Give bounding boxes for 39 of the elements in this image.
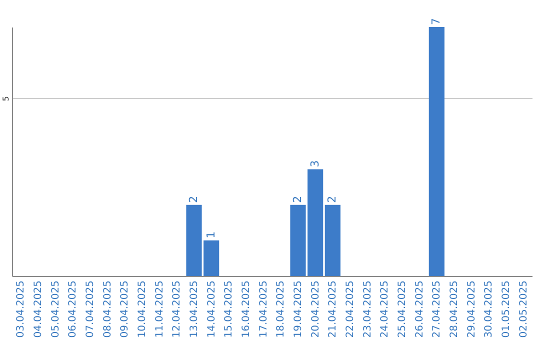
x-tick-label: 29.04.2025 — [466, 280, 478, 338]
x-tick-label: 06.04.2025 — [68, 280, 79, 338]
x-tick-label: 11.04.2025 — [154, 280, 166, 338]
data-label: 2 — [187, 196, 200, 203]
x-tick-label: 27.04.2025 — [432, 280, 443, 338]
data-label: 2 — [291, 196, 304, 203]
x-tick-label: 09.04.2025 — [120, 280, 131, 338]
data-label: 1 — [204, 231, 218, 238]
x-tick-label: 07.04.2025 — [85, 280, 96, 338]
x-tick-label: 19.04.2025 — [293, 280, 304, 338]
x-tick-label: 04.04.2025 — [33, 280, 44, 338]
x-tick-label: 20.04.2025 — [310, 280, 322, 338]
bar — [428, 27, 444, 276]
data-label: 3 — [308, 160, 322, 168]
x-tick-label: 14.04.2025 — [206, 280, 218, 338]
x-tick-label: 22.04.2025 — [345, 280, 356, 338]
x-tick-label: 10.04.2025 — [137, 280, 148, 338]
bar — [324, 204, 340, 276]
x-tick-label: 16.04.2025 — [241, 280, 252, 338]
x-tick-label: 03.04.2025 — [16, 280, 27, 338]
x-tick-label: 30.04.2025 — [484, 280, 495, 338]
x-tick-label: 17.04.2025 — [258, 280, 270, 338]
x-tick-label: 12.04.2025 — [172, 280, 183, 338]
x-tick-label: 21.04.2025 — [328, 280, 339, 338]
x-tick-label: 25.04.2025 — [397, 280, 408, 338]
x-tick-label: 08.04.2025 — [102, 280, 114, 338]
x-tick-label: 18.04.2025 — [276, 280, 287, 338]
x-tick-label: 23.04.2025 — [362, 280, 374, 338]
y-tick-label: 5 — [2, 96, 10, 102]
x-tick-label: 13.04.2025 — [189, 280, 200, 338]
x-tick-label: 26.04.2025 — [414, 280, 426, 338]
x-tick-label: 01.05.2025 — [501, 280, 512, 338]
x-tick-label: 02.05.2025 — [518, 280, 530, 338]
x-tick-label: 15.04.2025 — [224, 280, 235, 338]
x-tick-label: 24.04.2025 — [380, 280, 391, 338]
data-label: 2 — [326, 196, 339, 203]
x-tick-label: 05.04.2025 — [50, 280, 62, 338]
data-label: 7 — [430, 18, 443, 25]
x-tick-label: 28.04.2025 — [449, 280, 460, 338]
